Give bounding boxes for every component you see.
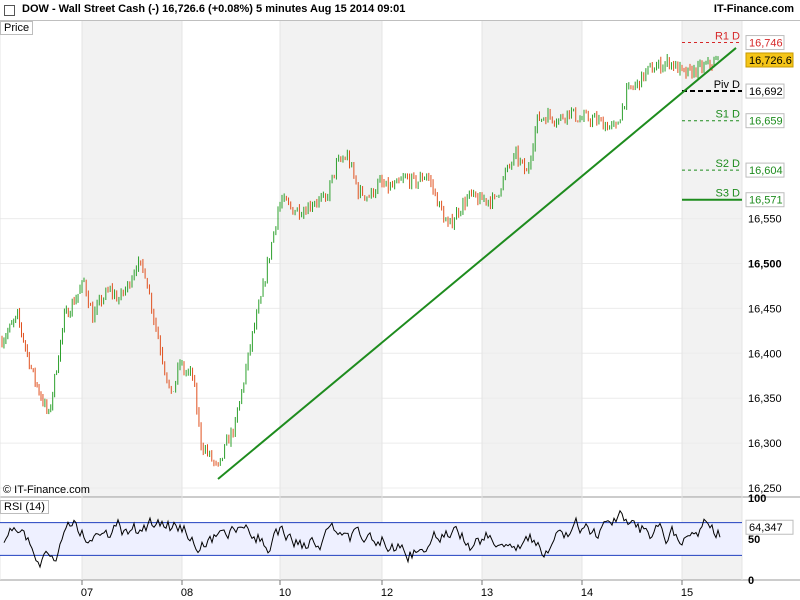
pivot-value-box xyxy=(745,162,785,178)
rsi-panel-label: RSI (14) xyxy=(0,500,49,514)
rsi-panel: 0 50 100 64,347 xyxy=(0,493,794,587)
watermark: © IT-Finance.com xyxy=(3,484,90,496)
y-tick-label: 16,400 xyxy=(748,348,782,360)
y-tick-label: 16,250 xyxy=(748,483,782,495)
pivot-value: 16,571 xyxy=(749,195,783,207)
x-tick-label: 12 xyxy=(381,587,393,599)
pivot-value: 16,659 xyxy=(749,116,783,128)
pivot-value-box xyxy=(745,113,785,129)
pivot-name: S2 D xyxy=(716,158,741,170)
rsi-value: 64,347 xyxy=(749,522,783,534)
brand-label: IT-Finance.com xyxy=(713,3,794,15)
pivot-lines: R1 D 16,746 Piv D 16,692 S1 D 16,659 S2 D 16,60… xyxy=(682,31,794,208)
pivot-name: S3 D xyxy=(716,188,741,200)
rsi-line xyxy=(3,509,721,569)
pivot-value-box xyxy=(745,35,785,51)
y-tick-label: 16,550 xyxy=(748,214,782,226)
pivot-value: 16,604 xyxy=(749,165,783,177)
pivot-name: S1 D xyxy=(716,109,741,121)
trendline-line xyxy=(217,47,737,480)
y-tick-label: 16,500 xyxy=(748,258,782,270)
y-tick-label: 16,300 xyxy=(748,438,782,450)
pivot-value-box xyxy=(745,192,785,208)
pivot-name: Piv D xyxy=(714,79,740,91)
day-band xyxy=(82,21,182,497)
day-band xyxy=(280,21,382,497)
pivot-name: R1 D xyxy=(715,31,740,43)
menu-checkbox-icon[interactable] xyxy=(4,5,15,16)
x-tick-label: 13 xyxy=(481,587,493,599)
pivot-value-box xyxy=(745,83,785,99)
trendline xyxy=(217,47,737,480)
day-band xyxy=(682,21,742,497)
price-axis: 16,250 16,300 16,350 16,400 16,450 16,500 16,5… xyxy=(748,214,782,495)
y-tick-label: 16,350 xyxy=(748,393,782,405)
pivot-value: 16,746 xyxy=(749,38,783,50)
rsi-tick-label: 100 xyxy=(748,493,766,505)
rsi-tick-label: 0 xyxy=(748,575,754,587)
x-tick-label: 14 xyxy=(581,587,593,599)
last-price-box xyxy=(745,52,794,68)
y-tick-label: 16,450 xyxy=(748,303,782,315)
last-price-label: 16,726.6 xyxy=(749,55,792,67)
rsi-tick-label: 50 xyxy=(748,534,760,546)
chart-title: DOW - Wall Street Cash (-) 16,726.6 (+0.… xyxy=(22,3,406,15)
pivot-value: 16,692 xyxy=(749,86,783,98)
price-panel-label: Price xyxy=(0,21,34,35)
rsi-band-fill xyxy=(0,522,742,556)
x-tick-label: 07 xyxy=(81,587,93,599)
time-axis: 07 08 10 12 13 14 15 xyxy=(81,580,693,599)
x-tick-label: 10 xyxy=(279,587,291,599)
day-band xyxy=(482,21,582,497)
rsi-value-box xyxy=(745,519,794,535)
x-tick-label: 08 xyxy=(181,587,193,599)
x-tick-label: 15 xyxy=(681,587,693,599)
candles xyxy=(1,53,719,467)
chart-header: DOW - Wall Street Cash (-) 16,726.6 (+0.… xyxy=(0,0,800,21)
